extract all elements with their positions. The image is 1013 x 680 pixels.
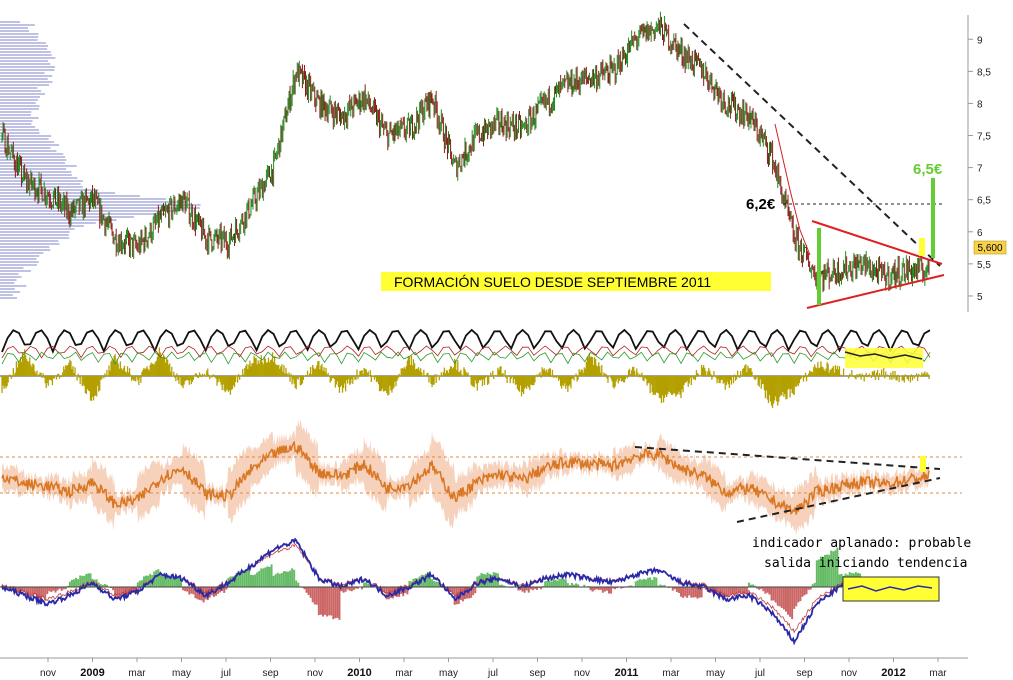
time-tick-label: sep bbox=[796, 668, 813, 679]
current-price-label-box bbox=[973, 240, 1007, 255]
time-tick-label: nov bbox=[307, 668, 323, 679]
osc1-highlight bbox=[845, 348, 923, 368]
osc1-line bbox=[1, 345, 931, 359]
osc3-line bbox=[1, 537, 930, 646]
time-tick-label: nov bbox=[574, 668, 590, 679]
oscillator-1-panel bbox=[0, 328, 931, 408]
osc2-line bbox=[1, 440, 930, 516]
price-panel: 9 8,5 8 7,5 7 6,5 6 5,5 5 5,600 6,2€ 6,5€ FORMAC… bbox=[0, 11, 1007, 312]
osc2-lower-trendline bbox=[736, 477, 941, 523]
price-tick-label: 5,5 bbox=[977, 260, 991, 271]
time-tick-label: 2010 bbox=[347, 667, 371, 679]
time-tick-label: may bbox=[706, 668, 725, 679]
time-tick-label: 2009 bbox=[80, 667, 104, 679]
osc2-upper-trendline bbox=[634, 446, 941, 470]
price-tick-label: 6 bbox=[977, 228, 983, 239]
price-tick-label: 5 bbox=[977, 292, 983, 303]
osc2-series bbox=[1, 419, 930, 536]
time-tick-label: mar bbox=[662, 668, 680, 679]
time-tick-label: jul bbox=[220, 668, 231, 679]
osc2-marker bbox=[920, 456, 926, 472]
osc3-recent-line bbox=[847, 585, 933, 592]
price-tick-label: 7,5 bbox=[977, 132, 991, 143]
time-tick-label: 2012 bbox=[881, 667, 905, 679]
time-tick-label: nov bbox=[40, 668, 56, 679]
time-tick-label: sep bbox=[529, 668, 546, 679]
indicator-note-line2: salida iniciando tendencia bbox=[764, 556, 968, 571]
osc1-line bbox=[1, 328, 931, 354]
indicator-note-line1: indicador aplanado: probable bbox=[752, 536, 971, 551]
price-axis-ticks: 9 8,5 8 7,5 7 6,5 6 5,5 5 bbox=[968, 35, 991, 303]
time-axis: nov 2009 mar may jul sep nov 2010 mar may jul sep no… bbox=[0, 657, 968, 679]
time-tick-label: may bbox=[439, 668, 458, 679]
osc3-highlight bbox=[842, 576, 940, 602]
time-tick-label: mar bbox=[128, 668, 146, 679]
price-tick-label: 6,5 bbox=[977, 196, 991, 207]
downtrend-line bbox=[683, 23, 941, 267]
triangle-lower-line bbox=[806, 274, 945, 309]
oscillator-3-panel: indicador aplanado: probable salida inic… bbox=[0, 536, 971, 646]
projection-bar bbox=[931, 178, 935, 258]
pattern-height-bar bbox=[817, 228, 821, 305]
time-tick-label: jul bbox=[754, 668, 765, 679]
time-tick-label: mar bbox=[929, 668, 947, 679]
price-tick-label: 9 bbox=[977, 35, 983, 46]
current-price-label: 5,600 bbox=[977, 243, 1002, 254]
time-tick-label: 2011 bbox=[615, 667, 639, 679]
triangle-upper-line bbox=[811, 220, 943, 265]
breakout-marker bbox=[919, 238, 925, 256]
price-tick-label: 8,5 bbox=[977, 67, 991, 78]
volume-profile bbox=[0, 21, 201, 299]
time-tick-label: may bbox=[172, 668, 191, 679]
time-tick-label: jul bbox=[487, 668, 498, 679]
time-tick-label: sep bbox=[262, 668, 279, 679]
osc3-series bbox=[1, 537, 930, 646]
price-tick-label: 7 bbox=[977, 164, 983, 175]
time-tick-label: mar bbox=[395, 668, 413, 679]
price-tick-label: 8 bbox=[977, 99, 983, 110]
resistance-label: 6,2€ bbox=[746, 196, 776, 213]
oscillator-2-panel bbox=[0, 419, 962, 536]
fall-line bbox=[774, 123, 811, 256]
target-label: 6,5€ bbox=[913, 161, 943, 178]
osc2-band bbox=[2, 419, 929, 536]
osc1-line bbox=[1, 351, 931, 365]
time-tick-label: nov bbox=[841, 668, 857, 679]
osc1-recent-line bbox=[844, 351, 923, 360]
osc1-series bbox=[1, 328, 931, 408]
price-candles bbox=[1, 11, 930, 293]
formation-label-bg bbox=[381, 272, 771, 291]
formation-label: FORMACIÓN SUELO DESDE SEPTIEMBRE 2011 bbox=[394, 274, 711, 290]
